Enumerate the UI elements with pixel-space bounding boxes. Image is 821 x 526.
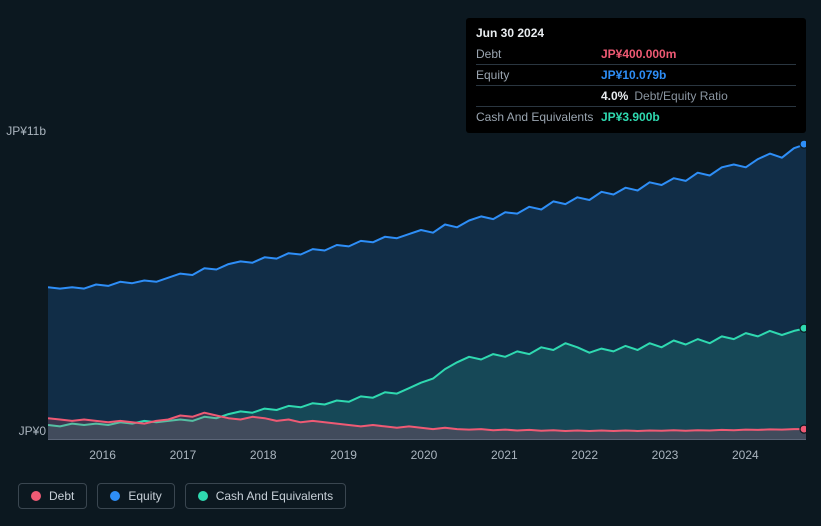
tooltip-row-value: JP¥3.900b	[601, 110, 660, 124]
tooltip-row-value: JP¥10.079b	[601, 68, 666, 82]
y-axis-min-label: JP¥0	[2, 424, 46, 438]
legend-swatch-icon	[31, 491, 41, 501]
tooltip-row: EquityJP¥10.079b	[476, 64, 796, 85]
legend-swatch-icon	[198, 491, 208, 501]
x-axis: 2016 2017 2018 2019 2020 2021 2022 2023 2024	[48, 448, 806, 468]
x-axis-tick: 2023	[652, 448, 679, 462]
tooltip-row-label: Cash And Equivalents	[476, 110, 601, 124]
chart-legend: Debt Equity Cash And Equivalents	[18, 483, 346, 509]
tooltip-row: Cash And EquivalentsJP¥3.900b	[476, 106, 796, 127]
tooltip-date: Jun 30 2024	[476, 26, 796, 44]
x-axis-tick: 2017	[170, 448, 197, 462]
x-axis-tick: 2024	[732, 448, 759, 462]
series-end-dot-icon	[800, 324, 806, 332]
series-end-dot-icon	[800, 140, 806, 148]
x-axis-tick: 2019	[330, 448, 357, 462]
tooltip-row-extra: Debt/Equity Ratio	[634, 89, 727, 103]
tooltip-row-value: JP¥400.000m	[601, 47, 676, 61]
chart-tooltip: Jun 30 2024 DebtJP¥400.000mEquityJP¥10.0…	[466, 18, 806, 133]
tooltip-row-label: Equity	[476, 68, 601, 82]
tooltip-row: 4.0% Debt/Equity Ratio	[476, 85, 796, 106]
legend-item[interactable]: Cash And Equivalents	[185, 483, 346, 509]
x-axis-tick: 2021	[491, 448, 518, 462]
legend-item-label: Cash And Equivalents	[216, 489, 333, 503]
y-axis-max-label: JP¥11b	[2, 124, 46, 138]
tooltip-row-label: Debt	[476, 47, 601, 61]
area-chart[interactable]	[48, 140, 806, 440]
tooltip-row: DebtJP¥400.000m	[476, 44, 796, 64]
legend-item[interactable]: Debt	[18, 483, 87, 509]
legend-item-label: Debt	[49, 489, 74, 503]
x-axis-tick: 2022	[571, 448, 598, 462]
tooltip-row-value: 4.0%	[601, 89, 628, 103]
legend-item-label: Equity	[128, 489, 161, 503]
x-axis-tick: 2018	[250, 448, 277, 462]
x-axis-tick: 2020	[411, 448, 438, 462]
legend-item[interactable]: Equity	[97, 483, 174, 509]
legend-swatch-icon	[110, 491, 120, 501]
tooltip-row-label	[476, 89, 601, 103]
series-end-dot-icon	[800, 425, 806, 433]
x-axis-tick: 2016	[89, 448, 116, 462]
chart-svg	[48, 140, 806, 440]
